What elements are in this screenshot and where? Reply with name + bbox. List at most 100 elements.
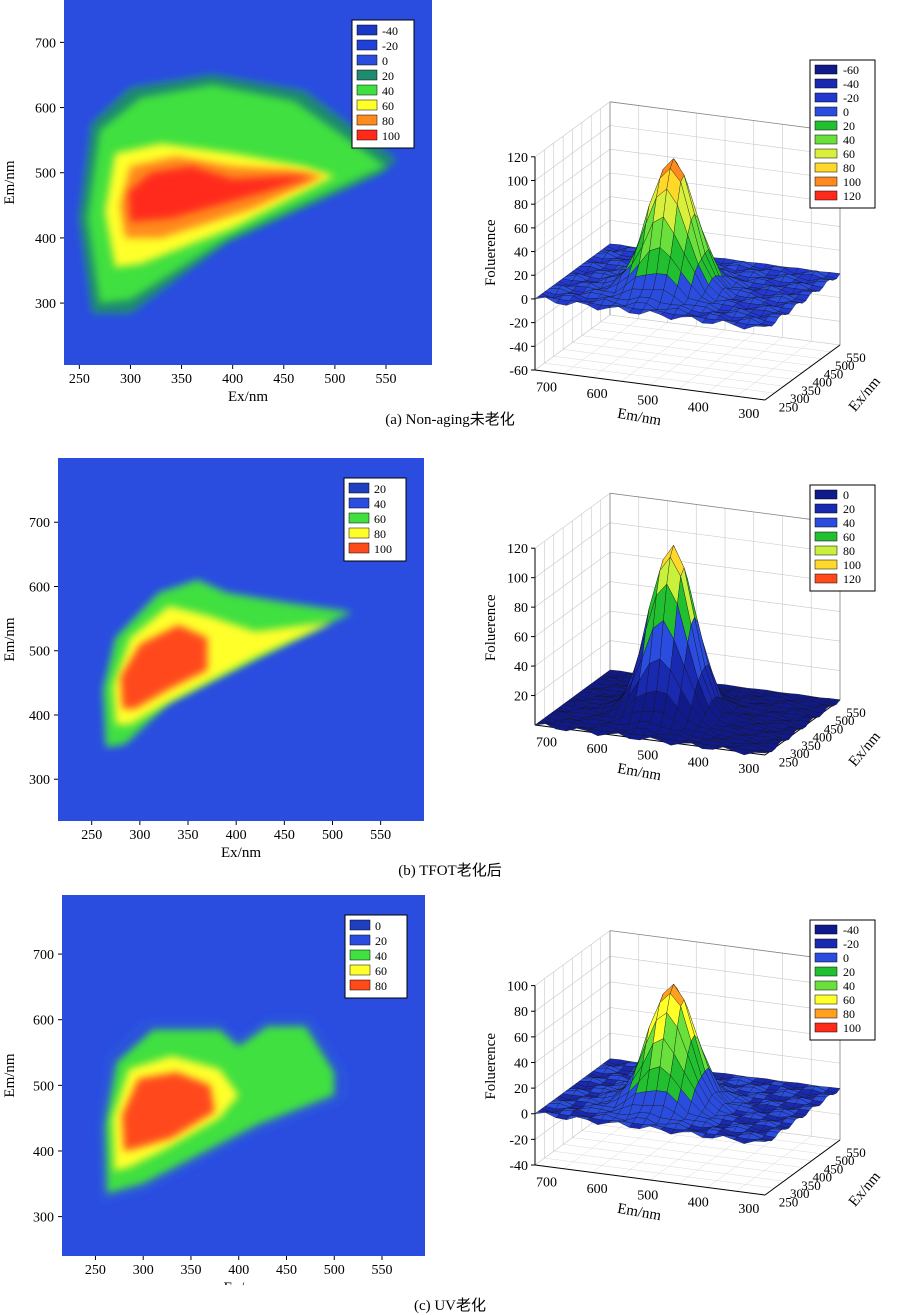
legend-label: -20 [382,39,398,53]
legend-label: 80 [843,1007,855,1021]
legend-swatch [350,935,370,945]
legend-swatch [815,163,837,172]
legend-label: 60 [382,99,394,113]
z-tick-label: 40 [514,246,528,261]
y-tick-label: 500 [33,1079,54,1094]
legend-label: 20 [843,965,855,979]
legend-label: -40 [843,77,859,91]
x-tick-label: 450 [273,372,294,387]
caption-a: (a) Non-aging未老化 [0,408,900,429]
legend-label: 80 [374,527,386,541]
ex-tick-label: 550 [846,350,866,365]
legend-label: 0 [382,54,388,68]
legend-swatch [815,79,837,88]
grid-line [650,330,725,385]
x-tick-label: 550 [372,1263,393,1278]
legend-swatch [815,560,837,569]
legend-swatch [815,925,837,934]
legend-swatch [815,532,837,541]
z-tick-label: 60 [514,222,528,237]
x-tick-label: 300 [129,828,150,843]
legend-label: 120 [843,189,861,203]
x-tick-label: 550 [370,828,391,843]
em-tick-label: 400 [688,1195,709,1210]
legend-label: 40 [843,516,855,530]
legend-label: -60 [843,63,859,77]
z-tick-label: 80 [514,198,528,213]
legend-swatch [815,574,837,583]
y-tick-label: 300 [35,297,56,312]
legend-swatch [815,65,837,74]
z-tick-label: -20 [509,1133,528,1148]
legend-label: 60 [843,993,855,1007]
em-tick-label: 600 [587,387,608,402]
legend-label: 80 [382,114,394,128]
legend-swatch [815,953,837,962]
grid-line [582,336,812,366]
z-tick-label: 40 [514,1056,528,1071]
grid-line [736,341,811,396]
z-axis-label: Foluerence [483,594,499,661]
legend-label: 0 [843,105,849,119]
ex-axis-label: Ex/nm [846,729,884,770]
grid-line [736,1136,811,1191]
legend-label: 60 [843,530,855,544]
z-tick-label: 100 [507,980,528,995]
legend-label: 0 [843,488,849,502]
em-axis-label: Em/nm [616,761,663,784]
legend-label: 120 [843,572,861,586]
y-axis-label: Em/nm [2,617,18,661]
surface-mesh [535,159,840,330]
y-tick-label: 500 [35,167,56,182]
legend-label: -40 [382,24,398,38]
x-tick-label: 550 [376,372,397,387]
legend-swatch [349,498,369,508]
caption-c: (c) UV老化 [0,1294,900,1315]
y-tick-label: 400 [29,709,50,724]
legend-swatch [350,965,370,975]
legend-swatch [349,483,369,493]
legend-label: 40 [843,979,855,993]
x-axis-label: Ex/nm [224,1280,264,1285]
y-tick-label: 600 [33,1014,54,1029]
z-tick-label: 100 [507,174,528,189]
legend-swatch [357,130,377,140]
legend-label: -40 [843,923,859,937]
legend-label: 0 [843,951,849,965]
x-tick-label: 400 [222,372,243,387]
legend-swatch [357,55,377,65]
y-axis-label: Em/nm [2,1053,18,1097]
contour-chart-c: 250300350400450500550300400500600700Ex/n… [0,890,450,1285]
x-tick-label: 350 [178,828,199,843]
x-tick-label: 300 [120,372,141,387]
legend-label: 40 [374,497,386,511]
legend-swatch [815,518,837,527]
legend-swatch [350,950,370,960]
legend-swatch [815,504,837,513]
z-tick-label: 60 [514,631,528,646]
grid-line [582,1131,812,1161]
x-axis-label: Ex/nm [228,389,268,405]
y-tick-label: 400 [35,232,56,247]
legend-swatch [357,115,377,125]
legend-label: 100 [374,542,392,556]
legend-swatch [815,490,837,499]
ex-axis-label: Ex/nm [846,1169,884,1210]
z-tick-label: 0 [521,293,528,308]
legend-label: 100 [843,1021,861,1035]
em-tick-label: 500 [637,749,658,764]
z-tick-label: 20 [514,1082,528,1097]
y-tick-label: 400 [33,1145,54,1160]
legend-label: 20 [375,934,387,948]
z-tick-label: -40 [509,1159,528,1174]
y-tick-label: 300 [29,773,50,788]
legend-label: 60 [375,964,387,978]
surface-mesh [535,545,840,755]
legend-swatch [815,981,837,990]
y-tick-label: 600 [29,580,50,595]
z-axis-label: Foluerence [483,219,499,286]
em-tick-label: 400 [688,755,709,770]
